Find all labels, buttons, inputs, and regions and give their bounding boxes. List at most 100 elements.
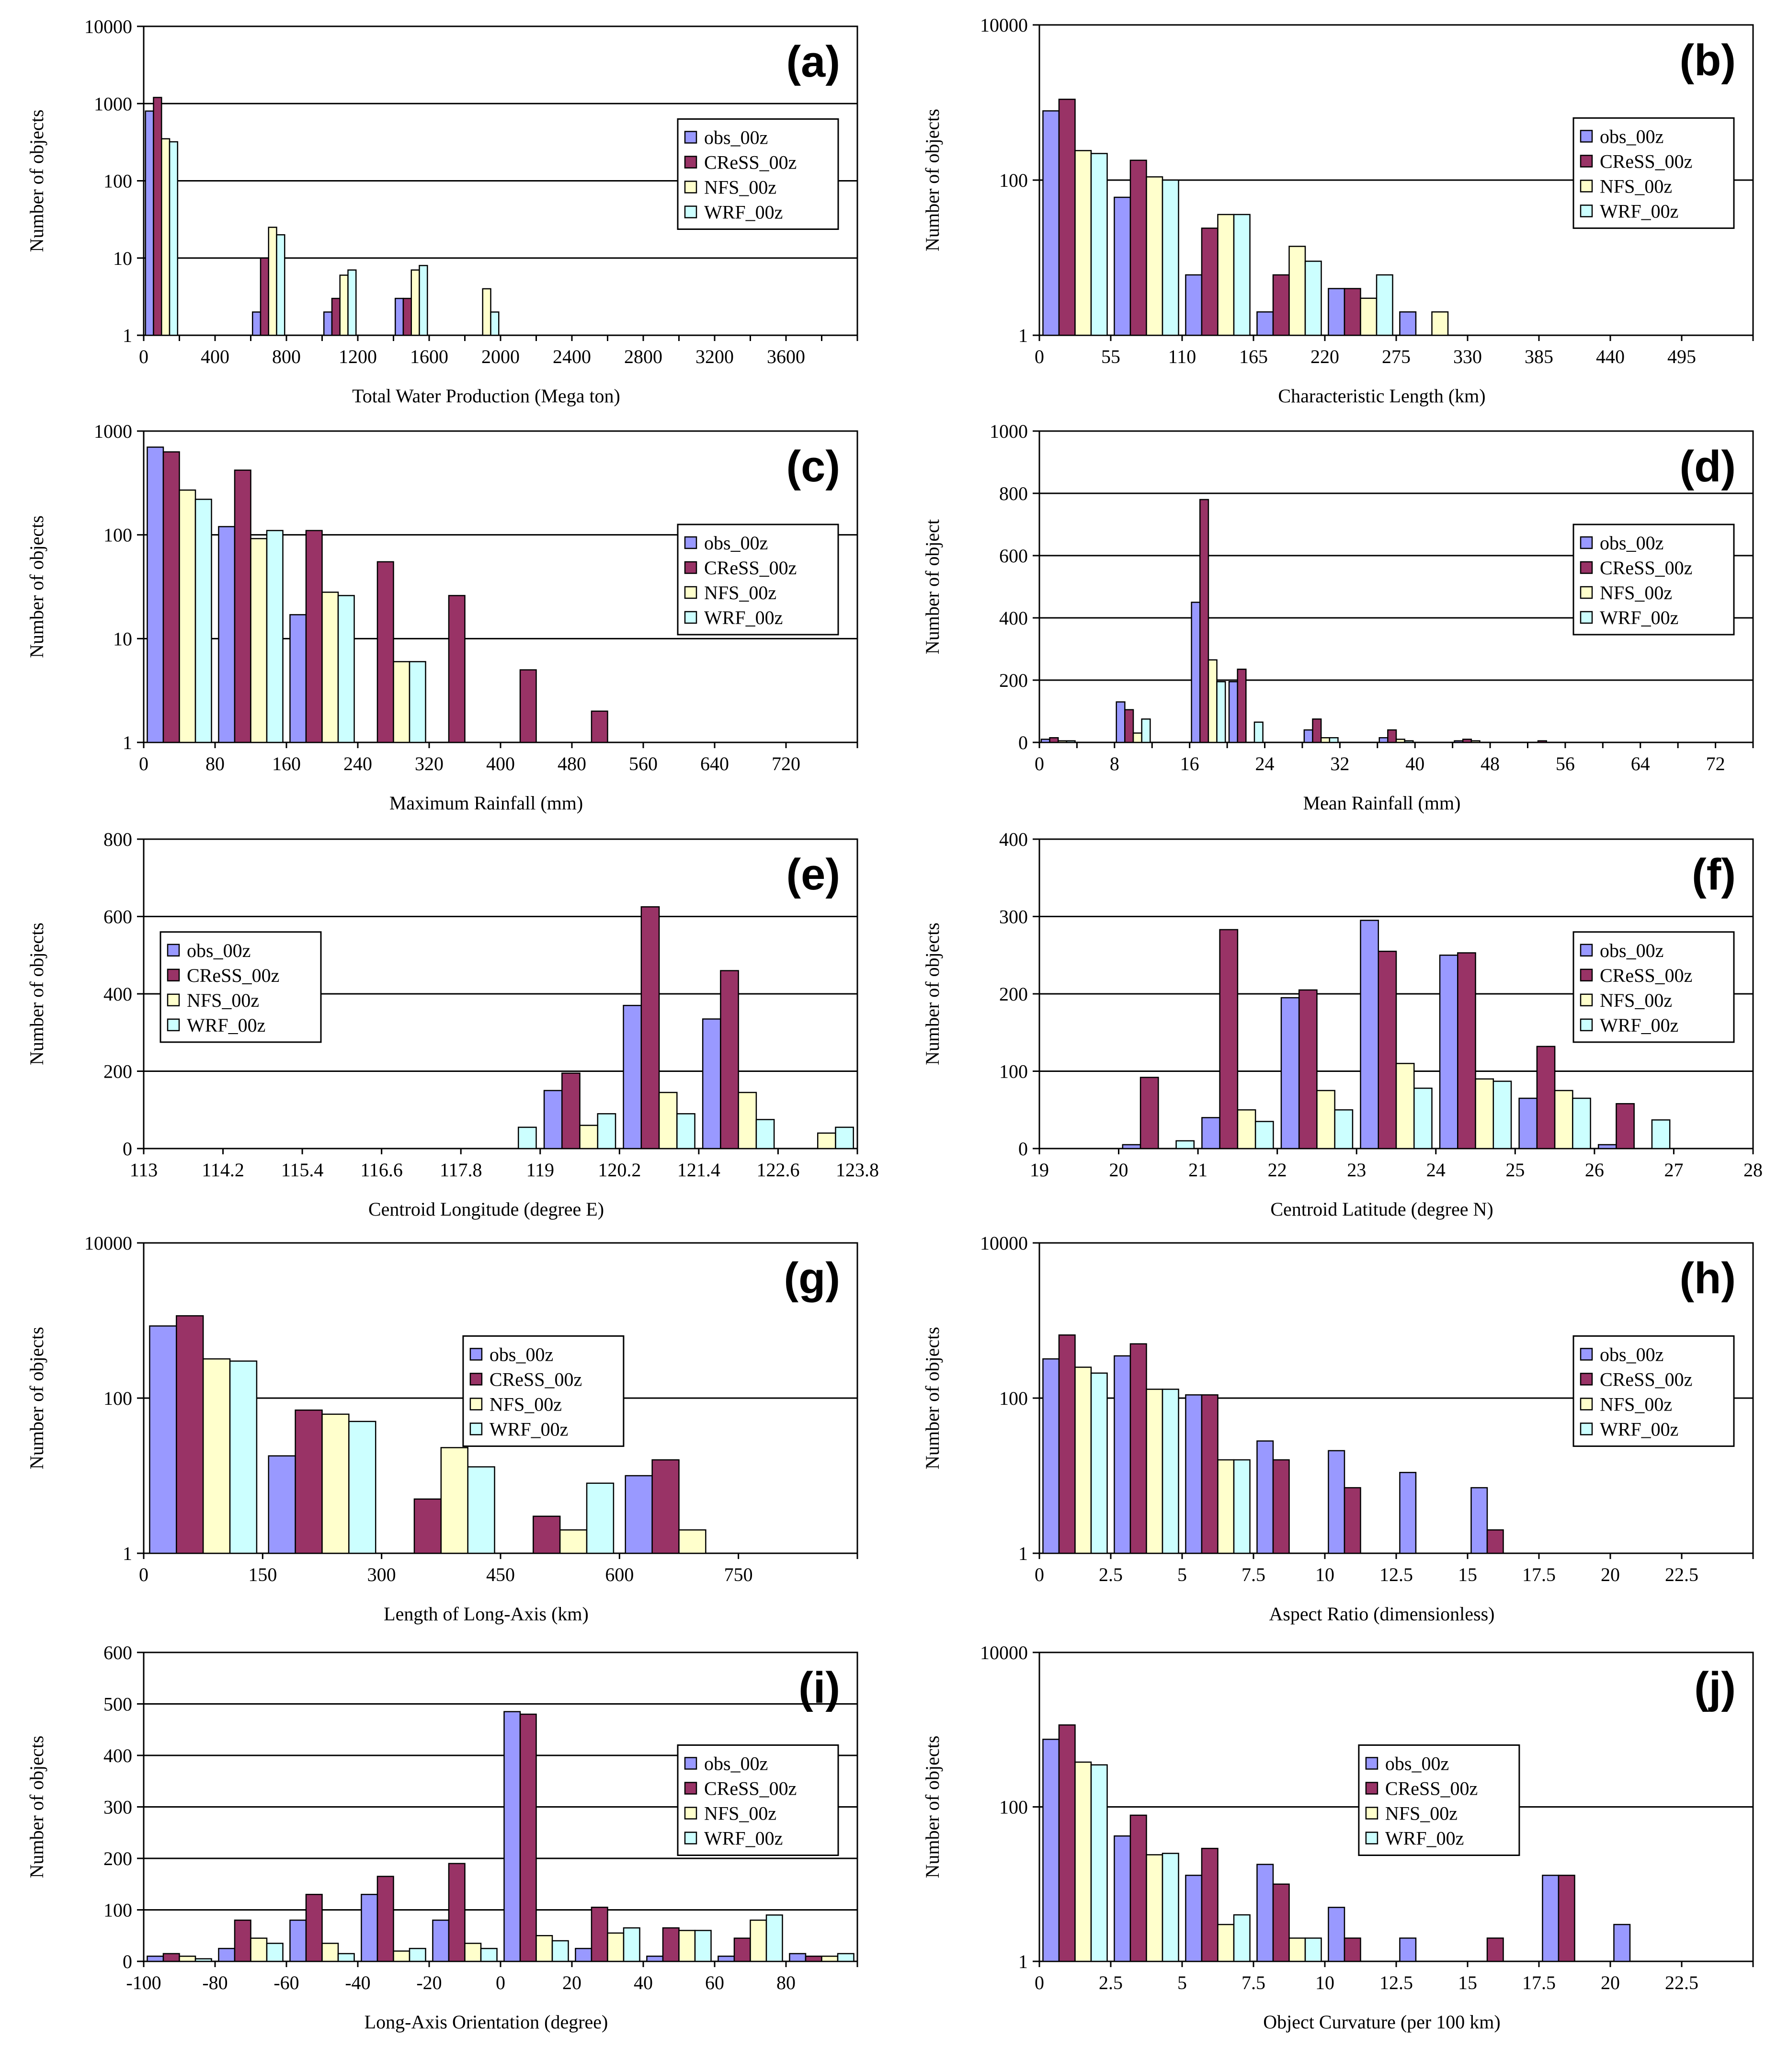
- x-tick-label: 55: [1101, 346, 1120, 367]
- bar-obs-00z: [1201, 1117, 1220, 1150]
- bar-obs-00z: [1399, 1472, 1417, 1554]
- bar-wrf-00z: [419, 265, 428, 336]
- bar-cress-00z: [448, 595, 466, 743]
- legend-swatch: [1365, 1782, 1378, 1795]
- x-tick-label: 16: [1180, 753, 1199, 774]
- x-tick-label: 800: [272, 346, 301, 367]
- bar-wrf-00z: [835, 1127, 854, 1150]
- bar-cress-00z: [1129, 1343, 1147, 1554]
- x-tick-label: 72: [1706, 753, 1725, 774]
- bar-obs-00z: [1518, 1097, 1538, 1150]
- bar-wrf-00z: [1404, 740, 1414, 743]
- bar-cress-00z: [1378, 950, 1397, 1150]
- bar-obs-00z: [147, 1956, 164, 1962]
- bar-obs-00z: [268, 1455, 296, 1554]
- bar-obs-00z: [1114, 1355, 1131, 1554]
- x-tick-label: 495: [1667, 346, 1696, 367]
- legend-label: CReSS_00z: [490, 1368, 582, 1390]
- bar-wrf-00z: [348, 1421, 376, 1554]
- x-tick-label: 122.6: [756, 1159, 799, 1181]
- x-tick-label: 48: [1481, 753, 1500, 774]
- bar-cress-00z: [1558, 1875, 1575, 1962]
- bar-cress-00z: [591, 710, 608, 743]
- x-tick-label: 0: [139, 346, 148, 367]
- bar-nfs-00z: [1207, 659, 1218, 743]
- bar-wrf-00z: [694, 1930, 712, 1962]
- bar-nfs-00z: [821, 1956, 839, 1962]
- legend-swatch: [1580, 1018, 1593, 1032]
- bar-obs-00z: [1328, 288, 1345, 336]
- legend-swatch: [1580, 1373, 1593, 1386]
- bar-cress-00z: [176, 1315, 204, 1554]
- bar-obs-00z: [149, 1325, 177, 1554]
- bar-obs-00z: [1542, 1875, 1560, 1962]
- x-tick-label: 32: [1330, 753, 1349, 774]
- x-tick-label: 0: [1035, 346, 1044, 367]
- panel-label: (j): [1694, 1663, 1736, 1712]
- legend-swatch: [1365, 1807, 1378, 1820]
- bar-nfs-00z: [1132, 732, 1142, 743]
- bar-obs-00z: [1256, 311, 1274, 336]
- bar-wrf-00z: [1334, 1109, 1354, 1150]
- y-tick-label: 300: [103, 1797, 132, 1818]
- x-tick-label: 56: [1556, 753, 1575, 774]
- x-tick-label: 21: [1188, 1159, 1207, 1181]
- y-tick-label: 10000: [980, 14, 1028, 36]
- bar-wrf-00z: [1175, 1140, 1195, 1150]
- legend-swatch: [1580, 155, 1593, 168]
- y-tick-label: 400: [103, 1745, 132, 1766]
- bar-nfs-00z: [1360, 297, 1378, 336]
- x-tick-label: 300: [367, 1564, 396, 1585]
- x-tick-label: 320: [415, 753, 444, 774]
- bar-nfs-00z: [535, 1935, 553, 1962]
- legend-label: obs_00z: [1385, 1753, 1449, 1775]
- bar-obs-00z: [1378, 737, 1389, 743]
- y-axis-title: Number of objects: [26, 110, 47, 252]
- bar-nfs-00z: [339, 274, 349, 336]
- y-tick-label: 10: [113, 248, 132, 269]
- x-tick-label: 400: [486, 753, 515, 774]
- x-tick-label: 22.5: [1665, 1972, 1698, 1993]
- y-tick-label: 10000: [980, 1642, 1028, 1663]
- bar-cress-00z: [1387, 729, 1397, 743]
- x-tick-label: 28: [1743, 1159, 1763, 1181]
- legend-box: [159, 931, 322, 1043]
- x-tick-label: -100: [126, 1972, 161, 1993]
- legend: obs_00z CReSS_00z NFS_00z WRF_00z: [1572, 931, 1735, 1043]
- bar-cress-00z: [1058, 99, 1076, 336]
- x-tick-label: 24: [1255, 753, 1275, 774]
- bar-nfs-00z: [464, 1943, 482, 1962]
- bar-cress-00z: [413, 1498, 442, 1554]
- legend-swatch: [684, 205, 697, 218]
- bar-obs-00z: [251, 311, 262, 336]
- x-tick-label: 27: [1664, 1159, 1683, 1181]
- legend-swatch: [167, 968, 180, 982]
- bar-nfs-00z: [678, 1930, 696, 1962]
- legend-label: CReSS_00z: [1385, 1778, 1478, 1799]
- bar-cress-00z: [305, 1894, 323, 1962]
- bar-obs-00z: [1454, 740, 1464, 743]
- x-tick-label: 40: [1405, 753, 1424, 774]
- legend-label: CReSS_00z: [1600, 557, 1692, 579]
- bar-obs-00z: [218, 526, 236, 743]
- x-tick-label: 385: [1525, 346, 1553, 367]
- bar-wrf-00z: [1162, 179, 1179, 336]
- bar-cress-00z: [1272, 1459, 1290, 1554]
- bar-obs-00z: [361, 1894, 378, 1962]
- x-tick-label: -20: [416, 1972, 442, 1993]
- x-tick-label: 0: [496, 1972, 505, 1993]
- bar-nfs-00z: [658, 1092, 678, 1150]
- bar-obs-00z: [1328, 1450, 1345, 1554]
- bar-wrf-00z: [1651, 1119, 1671, 1150]
- bar-obs-00z: [1470, 1487, 1488, 1554]
- legend-swatch: [469, 1398, 483, 1411]
- x-tick-label: 115.4: [281, 1159, 324, 1181]
- bar-nfs-00z: [1146, 1854, 1163, 1962]
- y-tick-label: 10: [113, 628, 132, 649]
- bar-wrf-00z: [755, 1119, 775, 1150]
- chart-b: 1 100 10000 0 55 110 165 220 275 330 385 440 495 Char…: [922, 14, 1754, 407]
- bar-nfs-00z: [250, 1937, 268, 1962]
- legend-label: WRF_00z: [1600, 607, 1678, 628]
- bar-cress-00z: [295, 1409, 323, 1554]
- y-tick-label: 800: [999, 483, 1028, 504]
